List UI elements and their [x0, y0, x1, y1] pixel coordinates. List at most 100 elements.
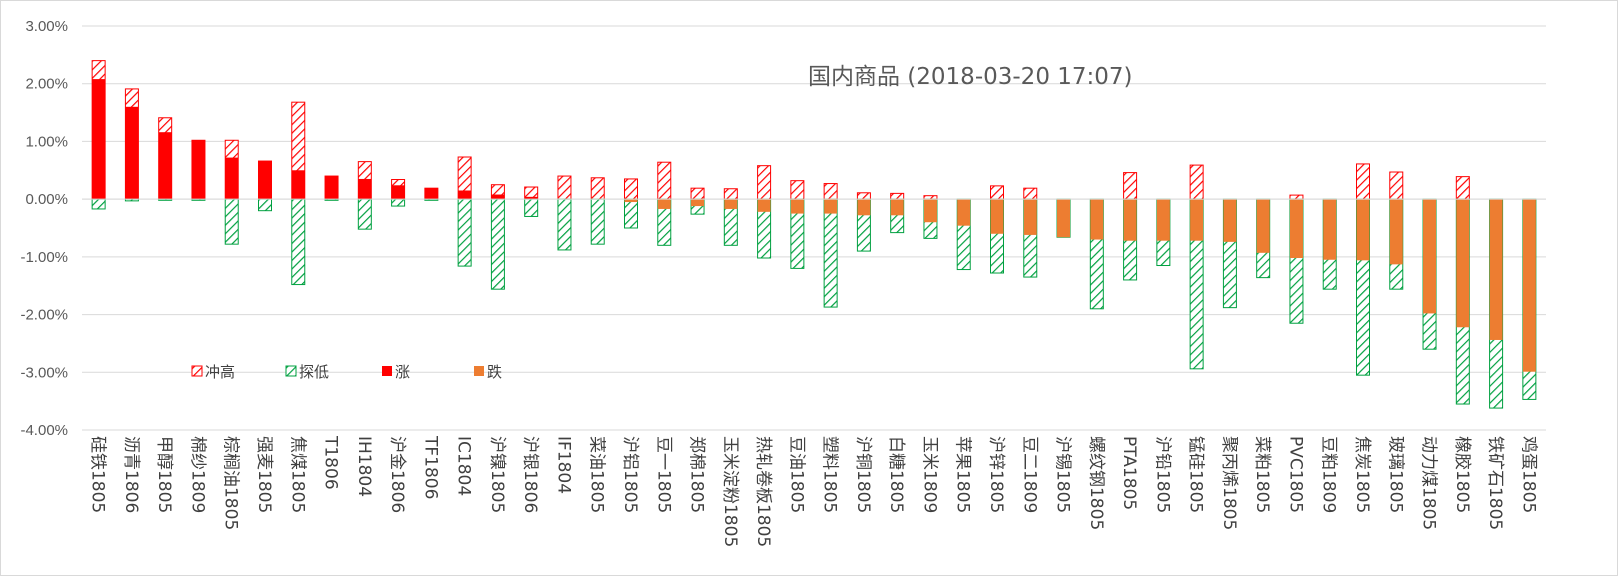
bar-chonggao — [923, 195, 938, 200]
bar-die — [790, 199, 804, 214]
bar-die — [1522, 199, 1536, 372]
bar-tandi — [457, 198, 472, 267]
x-tick-label: 甲醇1805 — [154, 436, 174, 513]
chart-title: 国内商品 (2018-03-20 17:07) — [808, 64, 1133, 90]
bar-die — [1190, 199, 1204, 241]
legend: 冲高 探低 涨 跌 — [191, 363, 502, 381]
bar-die — [1423, 199, 1437, 314]
x-tick-label: 硅铁1805 — [88, 436, 108, 513]
bar-die — [624, 199, 638, 203]
y-tick-label: 0.00% — [25, 191, 68, 208]
x-axis-labels: 硅铁1805 沥青1806 甲醇1805 棉纱1809 棕榈油1805 强麦1805 焦煤1… — [88, 435, 1539, 547]
bar-zhang — [358, 178, 372, 200]
bar-chonggao — [757, 165, 772, 200]
bar-tandi — [490, 198, 505, 290]
x-tick-label: 鸡蛋1805 — [1518, 436, 1538, 513]
bar-chonggao — [790, 180, 805, 200]
legend-label: 涨 — [395, 363, 410, 381]
bar-chonggao — [624, 178, 638, 200]
bars — [82, 60, 1546, 409]
bar-chonggao — [690, 187, 705, 200]
x-tick-label: 塑料1805 — [820, 436, 840, 513]
bar-chonggao — [657, 161, 672, 200]
legend-label: 冲高 — [205, 363, 235, 381]
bar-zhang — [524, 196, 538, 200]
x-tick-label: 豆粕1809 — [1319, 436, 1339, 513]
x-tick-label: 焦煤1805 — [287, 436, 307, 513]
bar-tandi — [224, 198, 239, 245]
x-tick-label: 棕榈油1805 — [221, 436, 241, 530]
x-tick-label: IC1804 — [454, 436, 474, 496]
bar-chonggao — [990, 185, 1004, 200]
legend-label: 跌 — [487, 363, 502, 381]
bar-die — [1023, 199, 1037, 235]
x-tick-label: 豆二1809 — [1019, 436, 1039, 513]
bar-zhang — [191, 140, 205, 200]
bar-chonggao — [723, 188, 738, 200]
bar-die — [757, 199, 771, 212]
x-tick-label: 棉纱1809 — [187, 436, 207, 513]
x-tick-label: 沪锌1805 — [986, 436, 1006, 513]
x-tick-label: 玉米1809 — [919, 436, 939, 513]
legend-swatch — [474, 366, 484, 376]
x-tick-label: 热轧卷板1805 — [753, 436, 773, 547]
x-tick-label: 橡胶1805 — [1452, 436, 1472, 513]
bar-die — [1489, 199, 1503, 340]
bar-zhang — [391, 185, 405, 200]
bar-chonggao — [590, 177, 605, 200]
bar-die — [957, 199, 971, 226]
bar-zhang — [225, 157, 239, 200]
bar-tandi — [291, 198, 306, 286]
bar-zhang — [458, 190, 472, 200]
bar-zhang — [258, 161, 272, 200]
x-tick-label: 铁矿石1805 — [1485, 436, 1505, 530]
bar-zhang — [92, 79, 106, 200]
x-tick-label: 菜粕1805 — [1252, 436, 1272, 513]
y-axis-ticks: 3.00% 2.00% 1.00% 0.00% -1.00% -2.00% -3.00% -4… — [20, 18, 68, 439]
bar-die — [1256, 199, 1270, 253]
bar-tandi — [258, 198, 272, 212]
bar-chonggao — [1123, 172, 1138, 200]
x-tick-label: 强麦1805 — [254, 436, 274, 513]
bar-die — [657, 199, 671, 209]
bar-zhang — [325, 176, 339, 200]
bar-tandi — [590, 198, 605, 245]
x-tick-label: 豆一1805 — [653, 436, 673, 513]
x-tick-label: 苹果1805 — [953, 436, 973, 513]
bar-tandi — [391, 198, 406, 207]
bar-chonggao — [1189, 164, 1204, 200]
bar-die — [1456, 199, 1470, 328]
bar-zhang — [125, 106, 139, 200]
y-tick-label: 1.00% — [25, 133, 68, 150]
x-tick-label: 玻璃1805 — [1385, 436, 1405, 513]
bar-tandi — [91, 198, 106, 210]
bar-chonggao — [890, 192, 905, 200]
legend-label: 探低 — [299, 363, 329, 381]
bar-chonggao — [1289, 194, 1304, 200]
bar-die — [1289, 199, 1303, 259]
bar-die — [824, 199, 838, 214]
bar-die — [1223, 199, 1237, 242]
y-tick-label: 2.00% — [25, 76, 68, 93]
x-tick-label: 沪镍1805 — [487, 436, 507, 513]
bar-die — [990, 199, 1004, 234]
bar-die — [1156, 199, 1170, 241]
bar-chonggao — [1455, 176, 1470, 200]
bar-tandi — [823, 198, 838, 308]
x-tick-label: 沪银1806 — [520, 436, 540, 513]
x-tick-label: 沪铜1805 — [853, 436, 873, 513]
bar-die — [1090, 199, 1104, 240]
bar-die — [923, 199, 937, 223]
bar-chonggao — [557, 175, 572, 200]
bar-die — [1323, 199, 1337, 260]
x-tick-label: PVC1805 — [1285, 436, 1305, 513]
bar-tandi — [624, 198, 638, 229]
bar-chonggao — [823, 183, 838, 200]
bar-chonggao — [1023, 187, 1038, 200]
bar-die — [1123, 199, 1137, 241]
x-tick-label: 郑棉1805 — [687, 436, 707, 513]
bar-tandi — [357, 198, 372, 230]
x-tick-label: T1806 — [321, 435, 341, 490]
x-tick-label: IH1804 — [354, 436, 374, 497]
legend-swatch — [191, 365, 203, 377]
